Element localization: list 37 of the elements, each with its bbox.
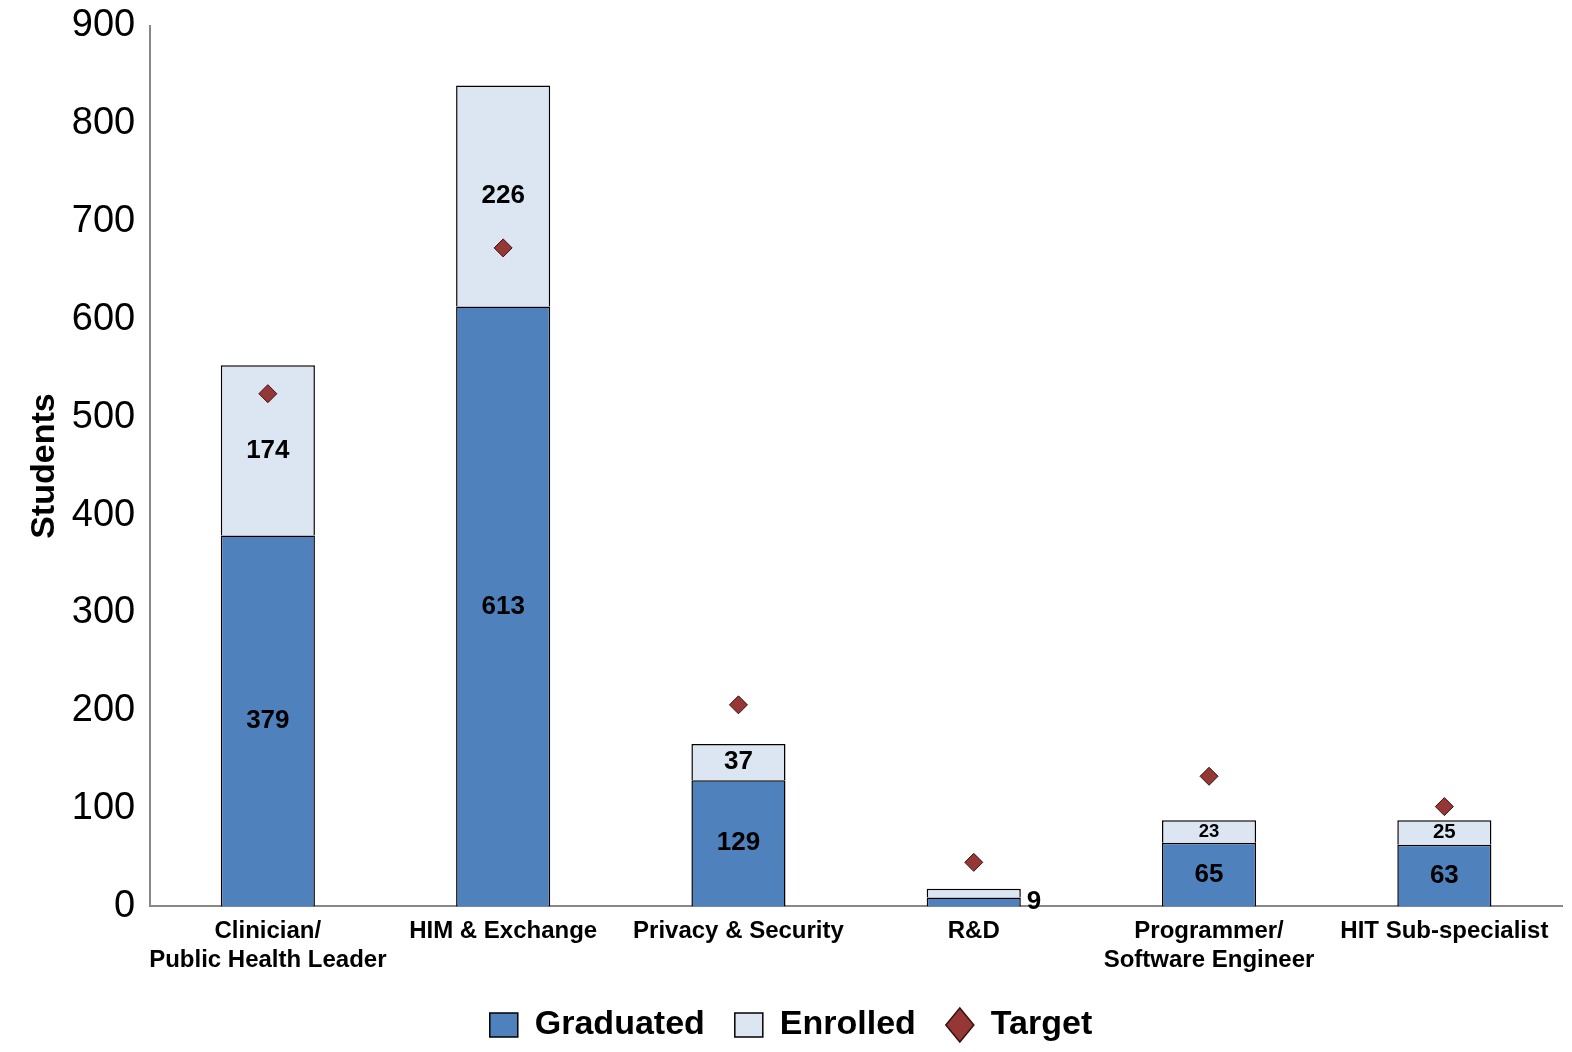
data-label: 23 bbox=[1198, 819, 1220, 841]
y-axis-title: Students bbox=[22, 393, 61, 539]
data-label: 174 bbox=[246, 433, 291, 464]
data-label: 9 bbox=[1026, 885, 1042, 916]
y-tick-label: 300 bbox=[71, 589, 136, 632]
y-tick-label: 400 bbox=[71, 491, 136, 534]
data-label: 65 bbox=[1194, 857, 1224, 888]
y-tick-label: 100 bbox=[71, 785, 136, 828]
point bbox=[728, 695, 748, 715]
y-tick-label: 500 bbox=[71, 393, 136, 436]
x-tick-label: HIM & Exchange bbox=[409, 916, 598, 944]
data-label: 613 bbox=[481, 589, 525, 620]
legend-label: Target bbox=[990, 1003, 1093, 1042]
data-label: 63 bbox=[1429, 858, 1459, 889]
y-tick-label: 700 bbox=[71, 197, 136, 240]
y-tick-label: 600 bbox=[71, 295, 136, 338]
point bbox=[493, 238, 513, 258]
point bbox=[964, 852, 984, 872]
point bbox=[258, 384, 278, 404]
x-tick-label: HIT Sub-specialist bbox=[1340, 916, 1549, 944]
x-tick-label: Programmer/ Software Engineer bbox=[1103, 916, 1315, 973]
data-label: 25 bbox=[1432, 819, 1456, 843]
y-tick-label: 200 bbox=[71, 687, 136, 730]
x-tick-label: Clinician/ Public Health Leader bbox=[149, 916, 387, 973]
y-tick-label: 900 bbox=[71, 2, 136, 45]
data-label: 226 bbox=[481, 179, 525, 210]
point bbox=[1199, 766, 1219, 786]
legend-label: Enrolled bbox=[779, 1003, 916, 1042]
data-label: 379 bbox=[246, 704, 290, 735]
data-label: 37 bbox=[723, 745, 753, 776]
x-tick-label: R&D bbox=[947, 916, 1000, 944]
y-tick-label: 800 bbox=[71, 100, 136, 143]
x-tick-label: Privacy & Security bbox=[633, 916, 845, 944]
legend-label: Graduated bbox=[534, 1003, 705, 1042]
data-label: 129 bbox=[716, 826, 761, 857]
point bbox=[1434, 797, 1454, 817]
y-tick-label: 0 bbox=[114, 882, 136, 925]
